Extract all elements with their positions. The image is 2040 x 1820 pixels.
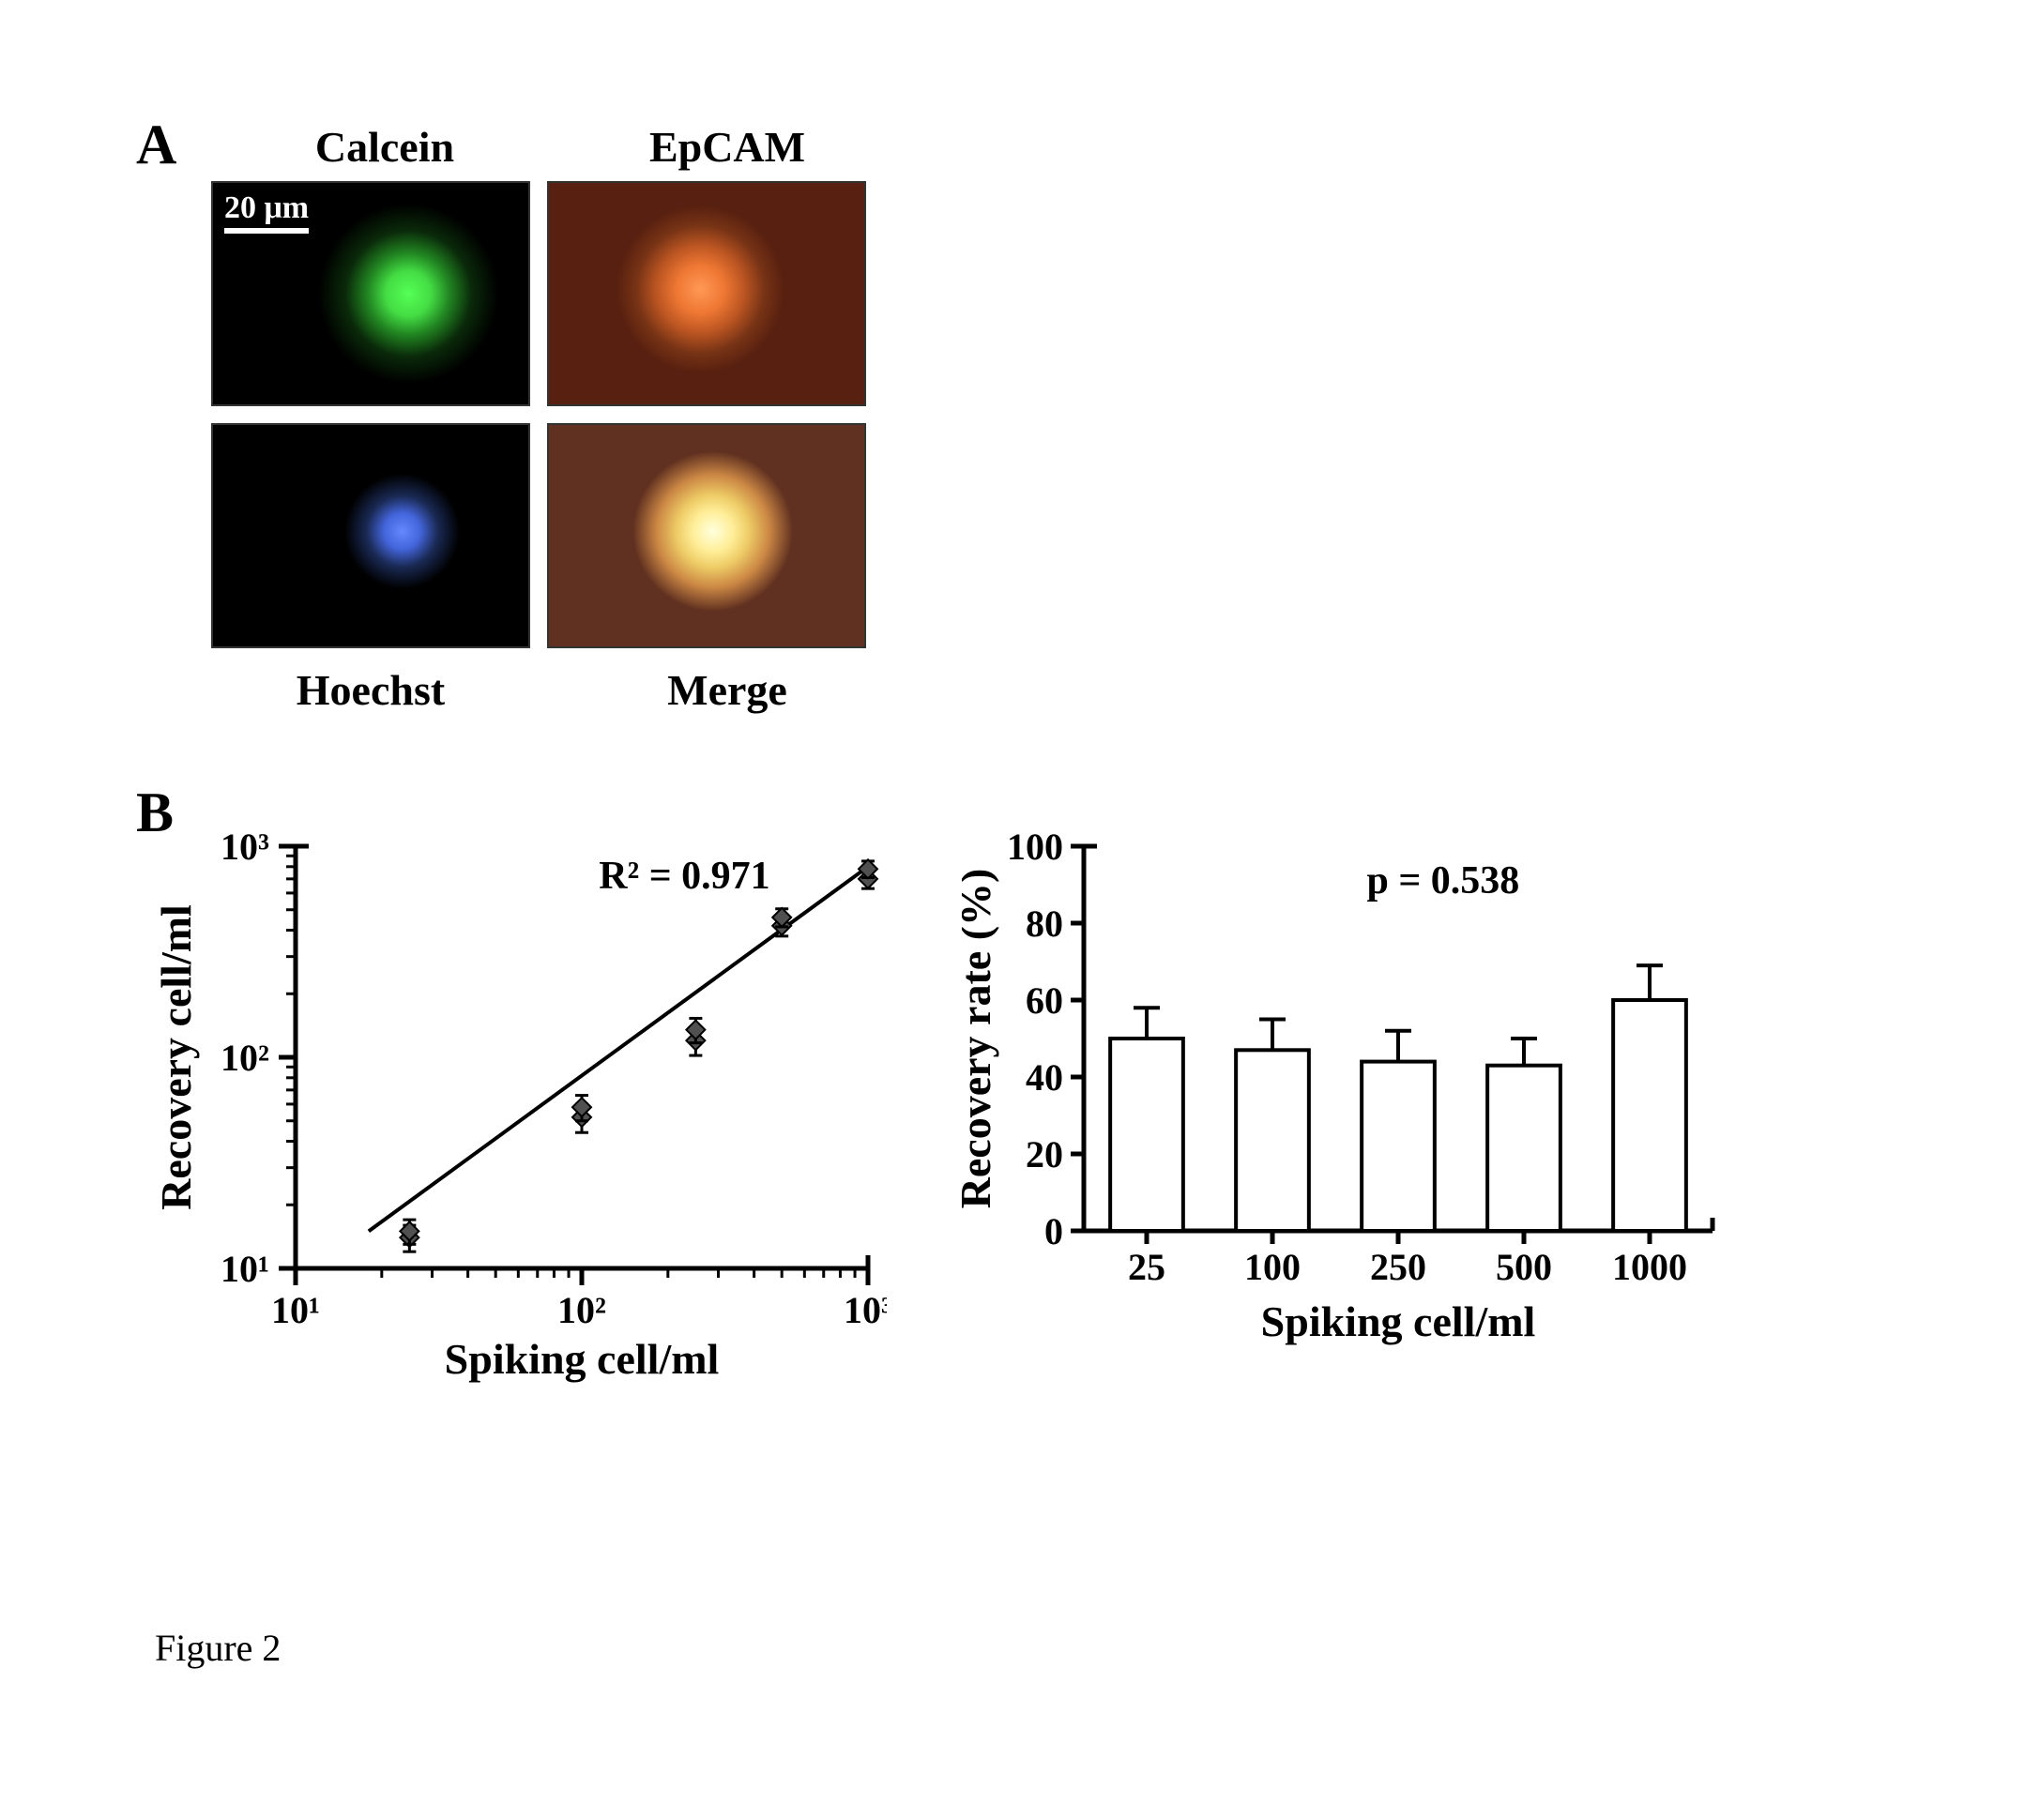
svg-text:250: 250 xyxy=(1370,1246,1426,1288)
scatter-svg: 10¹ 10² 10³ 10¹ 10² 10³ R² = 0.971 Recovery cel… xyxy=(155,827,887,1390)
micrograph-grid: Calcein EpCAM 20 μm Hoechst Merge xyxy=(211,122,887,715)
epcam-label: EpCAM xyxy=(568,122,887,172)
svg-text:Recovery cell/ml: Recovery cell/ml xyxy=(155,904,200,1210)
svg-text:10¹: 10¹ xyxy=(271,1289,320,1331)
micrograph-bottom-labels: Hoechst Merge xyxy=(211,665,887,715)
chart-row: 10¹ 10² 10³ 10¹ 10² 10³ R² = 0.971 Recovery cel… xyxy=(155,827,1863,1390)
svg-text:10²: 10² xyxy=(557,1289,606,1331)
svg-text:20: 20 xyxy=(1026,1133,1063,1175)
svg-text:0: 0 xyxy=(1044,1210,1063,1252)
calcein-label: Calcein xyxy=(211,122,530,172)
svg-text:Spiking cell/ml: Spiking cell/ml xyxy=(1261,1297,1536,1345)
svg-text:10²: 10² xyxy=(221,1037,269,1079)
svg-text:10³: 10³ xyxy=(221,827,269,868)
svg-text:1000: 1000 xyxy=(1612,1246,1687,1288)
svg-text:100: 100 xyxy=(1007,827,1063,868)
micrograph-top-labels: Calcein EpCAM xyxy=(211,122,887,172)
bar-chart: 0 20 40 60 80 100 25 100 250 500 1000 p = 0.538 Reco… xyxy=(962,827,1731,1353)
scale-bar: 20 μm xyxy=(224,190,309,234)
figure-container: A Calcein EpCAM 20 μm Hoechst Merge xyxy=(155,122,1863,1390)
micrograph-epcam xyxy=(547,181,866,406)
svg-text:Spiking cell/ml: Spiking cell/ml xyxy=(445,1335,720,1383)
bar-svg: 0 20 40 60 80 100 25 100 250 500 1000 p = 0.538 Reco… xyxy=(962,827,1731,1353)
micrograph-hoechst xyxy=(211,423,530,648)
svg-text:25: 25 xyxy=(1128,1246,1165,1288)
svg-text:10¹: 10¹ xyxy=(221,1248,269,1290)
scatter-chart: 10¹ 10² 10³ 10¹ 10² 10³ R² = 0.971 Recovery cel… xyxy=(155,827,887,1390)
panel-a: A Calcein EpCAM 20 μm Hoechst Merge xyxy=(155,122,924,715)
merge-label: Merge xyxy=(568,665,887,715)
figure-caption: Figure 2 xyxy=(155,1626,281,1670)
svg-text:10³: 10³ xyxy=(844,1289,887,1331)
svg-text:R² = 0.971: R² = 0.971 xyxy=(599,855,769,898)
svg-text:60: 60 xyxy=(1026,979,1063,1022)
svg-text:40: 40 xyxy=(1026,1056,1063,1099)
micrograph-row-2 xyxy=(211,423,887,648)
hoechst-label: Hoechst xyxy=(211,665,530,715)
panel-a-label: A xyxy=(136,113,176,177)
svg-text:100: 100 xyxy=(1244,1246,1301,1288)
svg-text:p = 0.538: p = 0.538 xyxy=(1367,859,1520,902)
panel-b: B 10¹10²10³10¹10²10³R² = 0.971Recovery c… xyxy=(155,827,1863,1390)
svg-text:Recovery rate (%): Recovery rate (%) xyxy=(962,869,999,1209)
svg-text:500: 500 xyxy=(1496,1246,1552,1288)
svg-text:80: 80 xyxy=(1026,902,1063,945)
micrograph-row-1: 20 μm xyxy=(211,181,887,406)
micrograph-calcein: 20 μm xyxy=(211,181,530,406)
micrograph-merge xyxy=(547,423,866,648)
